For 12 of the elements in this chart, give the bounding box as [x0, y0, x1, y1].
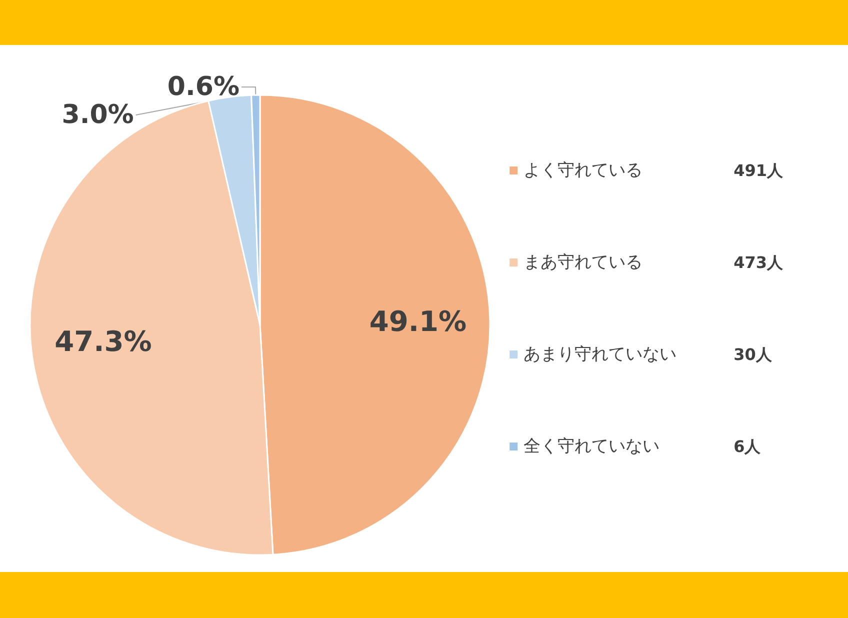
- legend-label: 全く守れていない: [524, 436, 660, 456]
- legend-label: まあ守れている: [524, 252, 643, 272]
- text: 491人: [734, 161, 784, 180]
- legend-label: よく守れている: [524, 160, 643, 180]
- text: 6人: [734, 437, 762, 456]
- legend-label: あまり守れていない: [524, 344, 677, 364]
- data-label: 0.6%: [167, 72, 240, 102]
- text: 30人: [734, 345, 773, 364]
- data-label: 49.1%: [369, 305, 467, 338]
- text: 473人: [734, 253, 784, 272]
- data-label: 3.0%: [62, 100, 134, 130]
- data-label: 47.3%: [54, 325, 152, 358]
